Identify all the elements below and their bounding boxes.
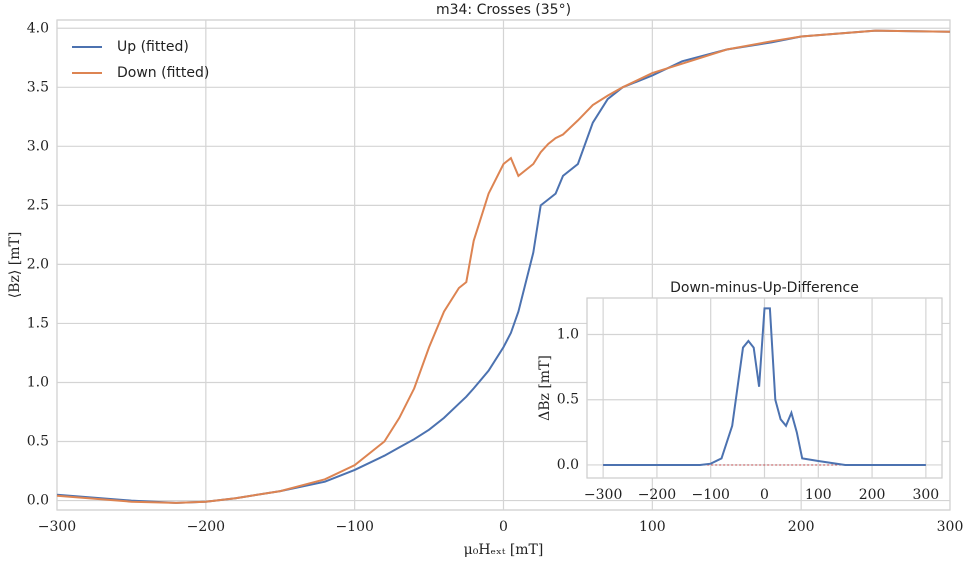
y-tick-label: 3.5 [27,79,49,95]
x-axis-label: μ₀Hₑₓₜ [mT] [464,542,544,558]
y-axis-label: ⟨Bz⟩ [mT] [7,232,23,299]
x-tick-label: −100 [691,487,729,503]
x-tick-label: −100 [335,519,373,535]
y-tick-label: 2.0 [27,256,49,272]
legend-label: Down (fitted) [117,65,209,81]
x-tick-label: 100 [639,519,666,535]
x-tick-label: 200 [859,487,886,503]
x-tick-label: 200 [788,519,815,535]
y-tick-label: 0.0 [27,493,49,509]
y-tick-label: 1.0 [557,327,579,343]
x-tick-label: −300 [584,487,622,503]
y-tick-label: 0.5 [557,392,579,408]
series-line [56,29,951,504]
x-tick-label: 300 [937,519,964,535]
series-line [56,29,951,504]
chart-title: Down-minus-Up-Difference [670,280,859,296]
y-tick-label: 4.0 [27,20,49,36]
x-tick-label: 300 [912,487,939,503]
x-tick-label: 0 [760,487,769,503]
x-tick-label: −200 [638,487,676,503]
series-line [603,307,926,466]
x-tick-label: 100 [805,487,832,503]
chart-title: m34: Crosses (35°) [436,2,571,18]
legend-label: Up (fitted) [117,39,189,55]
y-tick-label: 3.0 [27,138,49,154]
y-tick-label: 0.5 [27,434,49,450]
y-tick-label: 2.5 [27,197,49,213]
y-tick-label: 0.0 [557,457,579,473]
y-axis-label: ΔBz [mT] [537,355,553,421]
x-tick-label: −300 [38,519,76,535]
y-tick-label: 1.0 [27,374,49,390]
y-tick-label: 1.5 [27,315,49,331]
x-tick-label: −200 [187,519,225,535]
x-tick-label: 0 [499,519,508,535]
